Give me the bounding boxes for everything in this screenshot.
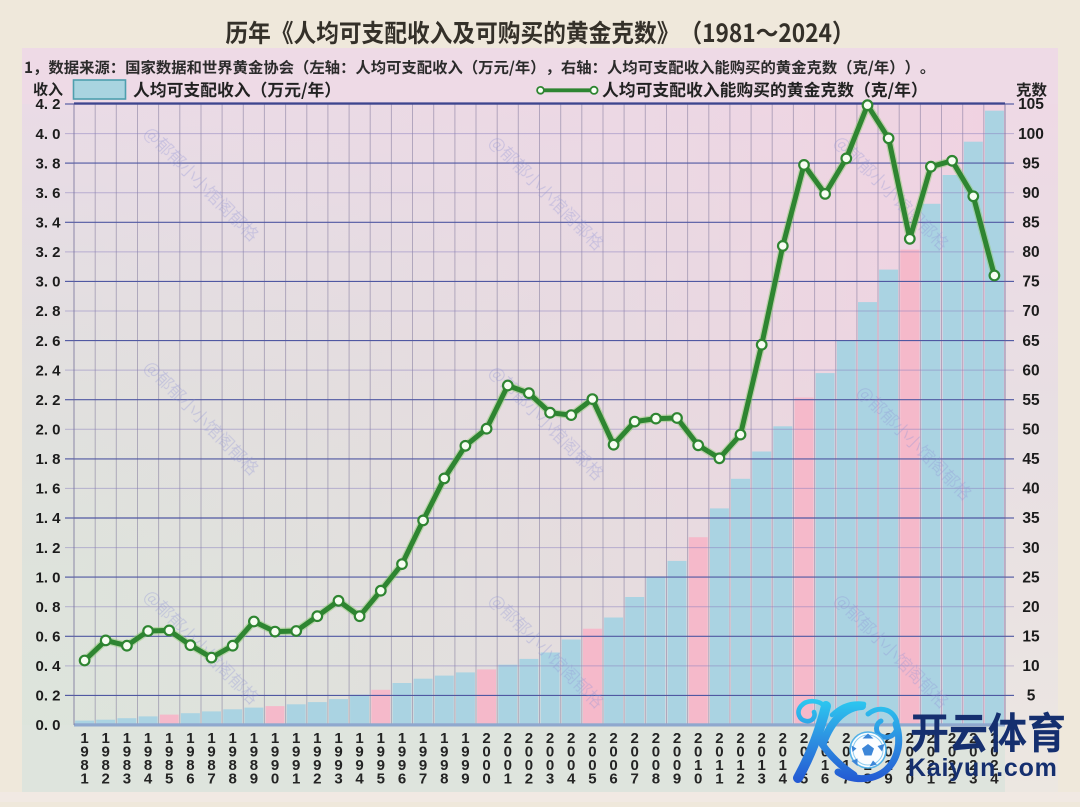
svg-text:70: 70	[1022, 303, 1039, 320]
svg-text:4. 0: 4. 0	[35, 126, 60, 143]
svg-text:75: 75	[1022, 274, 1040, 291]
svg-text:45: 45	[1022, 451, 1040, 468]
svg-text:1. 4: 1. 4	[35, 510, 61, 527]
svg-text:3. 0: 3. 0	[35, 274, 60, 291]
svg-text:3. 2: 3. 2	[35, 244, 60, 261]
svg-text:3. 4: 3. 4	[35, 215, 61, 232]
svg-text:Kaiyun.com: Kaiyun.com	[908, 754, 1058, 782]
svg-text:10: 10	[1022, 658, 1039, 675]
svg-text:20: 20	[1022, 599, 1039, 616]
svg-text:25: 25	[1022, 569, 1040, 586]
svg-text:80: 80	[1022, 244, 1039, 261]
svg-text:40: 40	[1022, 481, 1039, 498]
svg-text:1. 6: 1. 6	[35, 481, 60, 498]
svg-text:2. 6: 2. 6	[35, 333, 60, 350]
svg-text:0. 0: 0. 0	[35, 717, 60, 734]
svg-text:15: 15	[1022, 629, 1040, 646]
svg-text:4. 2: 4. 2	[35, 96, 60, 113]
svg-text:50: 50	[1022, 422, 1039, 439]
svg-text:3. 8: 3. 8	[35, 155, 60, 172]
svg-text:0. 6: 0. 6	[35, 629, 60, 646]
svg-text:1. 2: 1. 2	[35, 540, 60, 557]
svg-text:85: 85	[1022, 215, 1040, 232]
svg-text:5: 5	[1027, 688, 1036, 705]
svg-text:2. 0: 2. 0	[35, 422, 60, 439]
svg-text:2. 8: 2. 8	[35, 303, 60, 320]
svg-text:55: 55	[1022, 392, 1040, 409]
svg-text:0. 2: 0. 2	[35, 688, 60, 705]
svg-text:65: 65	[1022, 333, 1040, 350]
svg-text:95: 95	[1022, 155, 1040, 172]
svg-text:105: 105	[1018, 96, 1044, 113]
svg-text:2. 4: 2. 4	[35, 362, 61, 379]
svg-text:35: 35	[1022, 510, 1040, 527]
svg-text:3. 6: 3. 6	[35, 185, 60, 202]
svg-text:0. 4: 0. 4	[35, 658, 61, 675]
svg-text:100: 100	[1018, 126, 1044, 143]
svg-text:30: 30	[1022, 540, 1039, 557]
svg-text:1. 0: 1. 0	[35, 569, 60, 586]
svg-text:90: 90	[1022, 185, 1039, 202]
svg-text:2. 2: 2. 2	[35, 392, 60, 409]
svg-text:0. 8: 0. 8	[35, 599, 60, 616]
svg-text:1. 8: 1. 8	[35, 451, 60, 468]
svg-text:60: 60	[1022, 362, 1039, 379]
